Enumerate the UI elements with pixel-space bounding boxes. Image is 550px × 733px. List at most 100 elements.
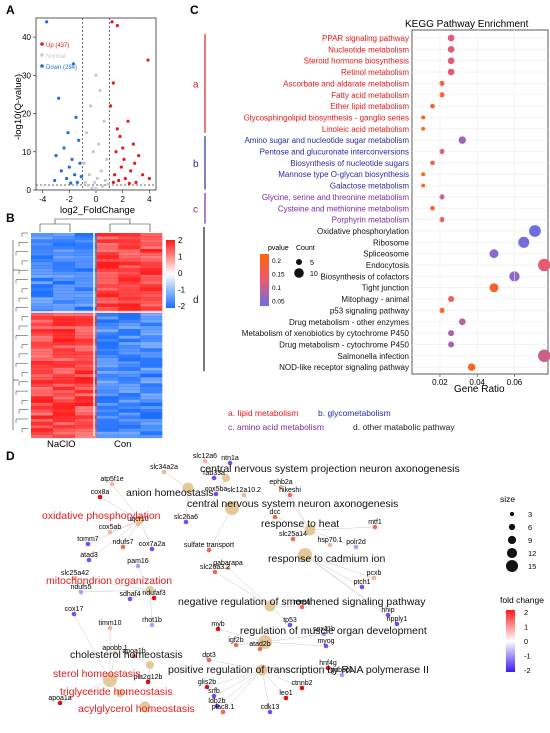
heatmap-cell: [74, 428, 97, 432]
heatmap-cell: [74, 233, 97, 237]
down-point: [66, 131, 70, 135]
gene-node: [327, 542, 333, 548]
gene-label: glis2b: [198, 679, 216, 686]
heatmap-cell: [96, 303, 119, 307]
heatmap-cell: [96, 399, 119, 403]
gene-node: [325, 665, 331, 671]
row-dendrogram: [15, 418, 28, 423]
heatmap-cell: [96, 393, 119, 397]
pathway-dot: [421, 183, 426, 188]
network-edge: [204, 460, 227, 479]
gene-label: pla2g12b: [134, 674, 163, 681]
heatmap-cell: [140, 434, 163, 439]
row-dendrogram: [15, 390, 28, 396]
term-node: [116, 689, 124, 697]
heatmap-cell: [31, 274, 54, 279]
down-point: [57, 96, 61, 100]
gene-label: atad3: [80, 552, 98, 559]
term-label: mitochondrion organization: [46, 575, 172, 587]
heatmap-cell: [140, 418, 163, 423]
gene-node: [135, 521, 141, 527]
heatmap-cell: [118, 367, 141, 371]
heatmap-cell: [52, 434, 75, 439]
heatmap-cell: [52, 405, 75, 410]
term-node: [146, 586, 154, 594]
heatmap-cell: [118, 287, 141, 291]
heatmap-cell: [118, 335, 141, 339]
heatmap-cell: [52, 380, 75, 384]
heatmap-cell: [52, 242, 75, 247]
heatmap-cell: [96, 316, 119, 320]
heatmap-cell: [74, 351, 97, 355]
heatmap-cell: [118, 425, 141, 429]
gene-label: hhip: [381, 607, 394, 614]
gene-label: ndufs7: [112, 539, 133, 546]
gene-label: plac8.1: [212, 704, 235, 711]
heatmap-cell: [74, 252, 97, 256]
gene-label: polr2d: [346, 539, 366, 546]
gene-label: ptch1: [353, 579, 370, 586]
heatmap-cell: [31, 428, 54, 432]
heatmap-cell: [96, 313, 119, 317]
heatmap-cell: [140, 393, 163, 397]
gene-node: [214, 703, 220, 709]
row-dendrogram: [15, 307, 28, 312]
heatmap-cell: [118, 268, 141, 272]
y-tick-label: 0: [27, 186, 32, 195]
row-dendrogram: [18, 242, 28, 247]
heatmap-cell: [31, 354, 54, 359]
heatmap: NaClO Con 2 1 0 -1 -2: [12, 218, 186, 450]
heatmap-cell: [96, 274, 119, 279]
heatmap-cell: [52, 418, 75, 423]
network-edge: [261, 669, 343, 676]
kegg-dotplot: KEGG Pathway Enrichment Gene Ratio pvalu…: [193, 19, 550, 432]
heatmap-cell: [52, 284, 75, 288]
heatmap-cell: [96, 252, 119, 256]
gene-node: [385, 612, 391, 618]
normal-point: [95, 176, 99, 181]
heatmap-cell: [52, 274, 75, 279]
up-point: [119, 165, 123, 169]
heatmap-cell: [52, 236, 75, 240]
size-label: 12: [528, 549, 536, 558]
colorbar-tick: 2: [178, 236, 183, 245]
heatmap-cell: [31, 322, 54, 327]
pathway-label: Biosynthesis of cofactors: [321, 272, 409, 281]
gene-node: [107, 625, 113, 631]
heatmap-cell: [96, 434, 119, 439]
gene-label: slc12a10.2: [227, 487, 261, 494]
heatmap-cell: [118, 233, 141, 237]
normal-point: [99, 169, 103, 173]
heatmap-cell: [96, 345, 119, 349]
gene-label: srfb: [208, 688, 220, 695]
pathway-label: Retinol metabolism: [341, 68, 409, 77]
gene-node: [299, 685, 305, 691]
legend-marker: [40, 53, 44, 57]
heatmap-cell: [31, 239, 54, 243]
fold-tick: 2: [524, 608, 528, 617]
gene-node: [107, 529, 113, 535]
heatmap-cell: [140, 245, 163, 250]
heatmap-cell: [118, 242, 141, 247]
heatmap-cell: [118, 274, 141, 279]
heatmap-cell: [31, 252, 54, 256]
heatmap-cell: [52, 258, 75, 263]
heatmap-cell: [140, 329, 163, 333]
heatmap-cell: [31, 290, 54, 295]
heatmap-cell: [140, 319, 163, 323]
network-edge: [309, 529, 357, 548]
network-edge: [280, 486, 311, 531]
gene-node: [213, 491, 219, 497]
network-edge: [261, 669, 303, 689]
heatmap-cell: [140, 316, 163, 320]
gene-label: rhot1b: [142, 617, 162, 624]
heatmap-cell: [96, 271, 119, 275]
heatmap-cell: [52, 357, 75, 362]
heatmap-cell: [31, 236, 54, 240]
heatmap-cell: [140, 367, 163, 371]
heatmap-cell: [52, 396, 75, 400]
heatmap-cell: [52, 313, 75, 317]
gene-node: [225, 565, 231, 571]
heatmap-cell: [74, 373, 97, 378]
heatmap-cell: [118, 258, 141, 263]
